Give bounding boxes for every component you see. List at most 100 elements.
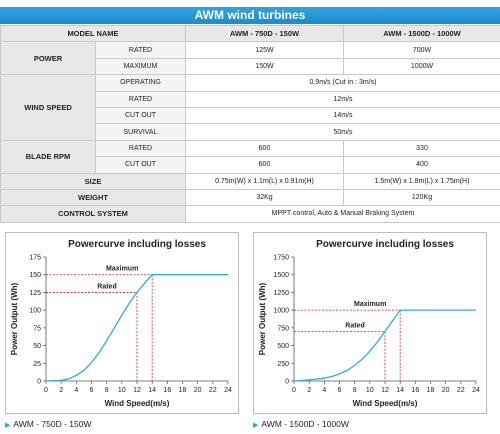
row-label: SURVIVAL [95,123,186,141]
y-tick-label: 25 [33,361,41,368]
cell-value: MPPT control, Auto & Manual Braking Syst… [185,205,500,223]
x-tick-label: 6 [90,387,94,394]
y-tick-label: 100 [29,308,41,315]
table-row: CONTROL SYSTEM MPPT control, Auto & Manu… [0,205,500,223]
table-row: RATED 12m/s [1,90,500,108]
annotation-label: Rated [345,322,364,329]
blade-rpm-label: BLADE RPM [0,139,96,174]
y-axis-label: Power Output (Wh) [10,282,19,355]
cell-value: 125W [185,41,344,59]
table-row: POWER RATED 125W 700W [0,41,500,76]
triangle-bullet-icon: ▶ [5,422,11,429]
x-tick-label: 20 [194,387,202,394]
x-tick-label: 4 [74,387,78,394]
chart-2-caption: ▶ AWM - 1500D - 1000W [253,419,349,429]
power-label: POWER [0,41,96,76]
cell-value: 330 [343,139,500,158]
cell-value: 600 [185,156,344,174]
cell-value: 0.75m(W) x 1.1m(L) x 0.91m(H) [185,172,344,190]
y-tick-label: 175 [29,255,41,262]
cell-value: 50m/s [185,123,500,141]
table-row: CUT OUT 600 400 [1,156,500,174]
x-axis-label: Wind Speed(m/s) [105,399,170,408]
y-tick-label: 500 [277,343,289,350]
cell-value: 600 [185,139,344,158]
model-1-name: AWM - 750D - 150W [185,24,344,43]
y-tick-label: 75 [33,325,41,332]
x-tick-label: 6 [338,387,342,394]
annotation-label: Maximum [354,301,386,308]
power-curve-chart-1: Powercurve including losses 0 25 50 75 100 125… [5,232,239,414]
x-axis-label: Wind Speed(m/s) [353,399,418,408]
x-tick-label: 24 [472,387,480,394]
y-tick-label: 1500 [273,272,289,279]
y-tick-label: 150 [29,272,41,279]
table-row: CUT OUT 14m/s [1,106,500,125]
cell-value: 0.9m/s (Cut in : 3m/s) [185,74,500,92]
caption-text: AWM - 750D - 150W [13,419,92,429]
table-row: SURVIVAL 50m/s [1,123,500,141]
y-tick-label: 0 [37,379,41,386]
row-label: CUT OUT [95,156,186,174]
cell-value: 1.5m(W) x 1.8m(L) x 1.75m(H) [343,172,500,190]
x-tick-label: 24 [224,387,232,394]
x-tick-label: 2 [59,387,63,394]
table-row: WEIGHT 32Kg 120Kg [0,188,500,207]
spec-table: MODEL NAME AWM - 750D - 150W AWM - 1500D… [0,24,500,223]
cell-value: 32Kg [185,188,344,207]
chart-svg: Powercurve including losses0255075100125… [10,239,232,408]
x-tick-label: 14 [148,387,156,394]
annotation-label: Maximum [106,266,138,273]
model-2-name: AWM - 1500D - 1000W [343,24,500,43]
triangle-bullet-icon: ▶ [253,422,259,429]
x-tick-label: 8 [105,387,109,394]
weight-label: WEIGHT [0,188,186,207]
x-tick-label: 4 [322,387,326,394]
x-tick-label: 12 [381,387,389,394]
row-label: OPERATING [95,74,186,92]
y-tick-label: 1000 [273,308,289,315]
table-row: BLADE RPM RATED 600 330 [0,139,500,174]
control-system-label: CONTROL SYSTEM [0,205,186,223]
power-curve-chart-2: Powercurve including losses 0 250 500 750 100… [253,232,487,414]
chart-title: Powercurve including losses [68,239,206,250]
x-tick-label: 12 [133,387,141,394]
power-curve-line [45,274,228,382]
x-tick-label: 18 [427,387,435,394]
y-axis-label: Power Output (Wh) [258,282,267,355]
x-tick-label: 0 [292,387,296,394]
y-tick-label: 1750 [273,255,289,262]
model-name-label: MODEL NAME [0,24,186,43]
chart-title: Powercurve including losses [316,239,454,250]
x-tick-label: 10 [366,387,374,394]
x-tick-label: 14 [396,387,404,394]
x-tick-label: 10 [118,387,126,394]
cell-value: 1000W [343,57,500,76]
cell-value: 120Kg [343,188,500,207]
x-tick-label: 8 [353,387,357,394]
table-row: SIZE 0.75m(W) x 1.1m(L) x 0.91m(H) 1.5m(… [0,172,500,190]
cell-value: 400 [343,156,500,174]
x-tick-label: 16 [163,387,171,394]
table-row: WIND SPEED OPERATING 0.9m/s (Cut in : 3m… [0,74,500,141]
x-tick-label: 2 [307,387,311,394]
chart-1-caption: ▶ AWM - 750D - 150W [5,419,91,429]
power-curve-line [293,309,476,382]
x-tick-label: 0 [44,387,48,394]
cell-value: 700W [343,41,500,59]
y-tick-label: 125 [29,290,41,297]
cell-value: 150W [185,57,344,76]
y-tick-label: 750 [277,325,289,332]
x-tick-label: 22 [457,387,465,394]
page-title: AWM wind turbines [0,7,500,24]
x-tick-label: 18 [179,387,187,394]
annotation-label: Rated [97,283,116,290]
row-label: RATED [95,139,186,158]
caption-text: AWM - 1500D - 1000W [261,419,349,429]
y-tick-label: 50 [33,343,41,350]
row-label: RATED [95,41,186,59]
row-label: CUT OUT [95,106,186,125]
table-header-row: MODEL NAME AWM - 750D - 150W AWM - 1500D… [0,24,500,43]
chart-svg: Powercurve including losses0250500750100… [258,239,480,408]
x-tick-label: 22 [209,387,217,394]
